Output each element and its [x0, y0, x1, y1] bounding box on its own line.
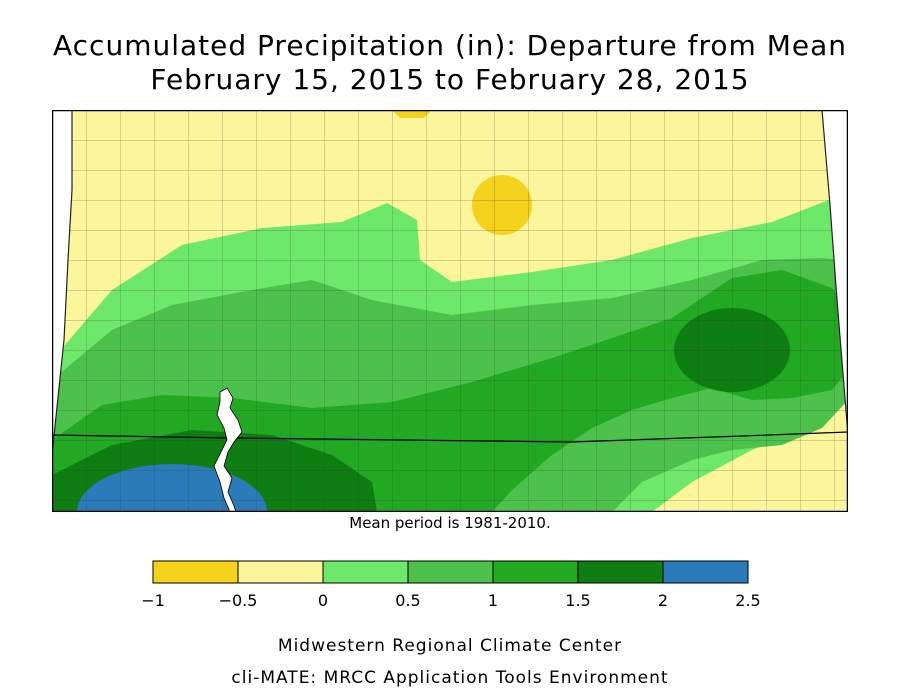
legend-swatch	[577, 560, 664, 584]
precipitation-map	[52, 110, 848, 512]
credit-tool: cli-MATE: MRCC Application Tools Environ…	[231, 668, 669, 688]
legend-tick-label: 0.5	[395, 591, 420, 610]
legend-tick-label: 2	[658, 591, 668, 610]
credit-organization: Midwestern Regional Climate Center	[277, 636, 623, 656]
legend-swatch	[492, 560, 579, 584]
legend-swatch	[237, 560, 324, 584]
legend-swatch	[407, 560, 494, 584]
legend-tick-label: −0.5	[219, 591, 258, 610]
legend-swatch	[322, 560, 409, 584]
legend-tick-label: −1	[141, 591, 165, 610]
legend-tick-label: 0	[318, 591, 328, 610]
legend-swatch	[662, 560, 749, 584]
mean-period-note: Mean period is 1981-2010.	[349, 514, 551, 532]
river-mississippi	[213, 387, 243, 512]
legend-tick-label: 1	[488, 591, 498, 610]
color-legend: −1 −0.5 0 0.5 1 1.5 2 2.5	[141, 560, 760, 610]
map-date-range: February 15, 2015 to February 28, 2015	[150, 63, 750, 96]
map-title: Accumulated Precipitation (in): Departur…	[53, 29, 847, 62]
legend-tick-label: 1.5	[565, 591, 590, 610]
state-outline	[52, 110, 848, 512]
legend-tick-label: 2.5	[735, 591, 760, 610]
legend-swatch	[152, 560, 239, 584]
state-boundary-line	[52, 431, 848, 443]
